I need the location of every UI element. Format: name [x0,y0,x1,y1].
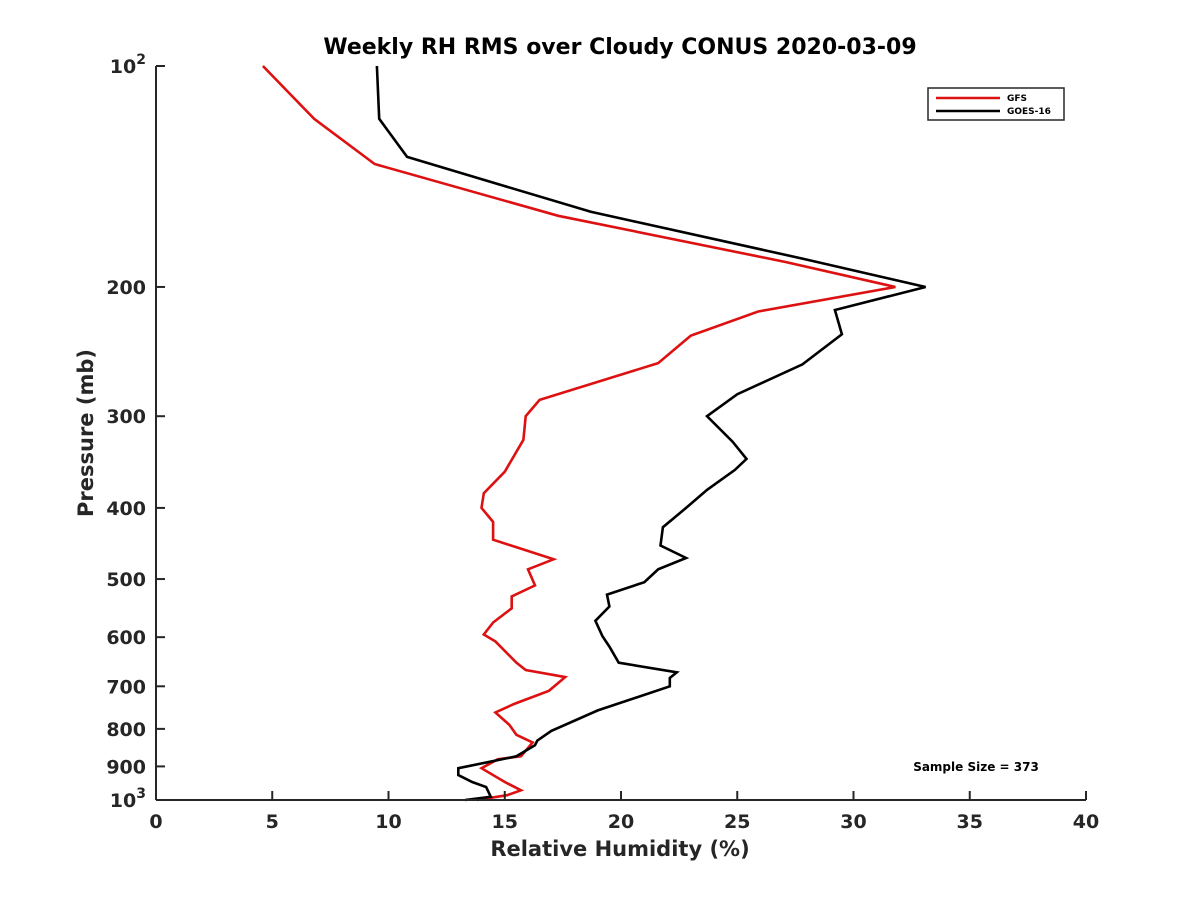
x-tick-label: 0 [149,811,162,833]
y-tick-label: 700 [106,676,146,698]
legend-gfs-label: GFS [1007,94,1027,104]
y-tick-label: 900 [106,756,146,778]
legend: GFS GOES-16 [927,87,1065,121]
sample-size-annotation: Sample Size = 373 [913,760,1039,774]
y-tick-label: 300 [106,406,146,428]
y-tick-label: 103 [110,786,146,812]
chart-title: Weekly RH RMS over Cloudy CONUS 2020-03-… [323,35,916,60]
y-tick-label: 102 [110,52,146,78]
x-axis-label: Relative Humidity (%) [490,837,749,861]
y-tick-label: 200 [106,277,146,299]
y-axis-label: Pressure (mb) [74,349,98,517]
x-tick-label: 5 [266,811,279,833]
plot-lines [261,65,926,802]
x-tick-label: 25 [724,811,750,833]
x-tick-label: 15 [492,811,518,833]
y-axis-ticks: 102 200 300 400 500 600 700 800 900 103 [106,52,165,812]
y-tick-label: 600 [106,627,146,649]
x-tick-label: 20 [608,811,634,833]
x-tick-label: 10 [375,811,401,833]
x-tick-label: 35 [957,811,983,833]
series-line-goes-16 [375,65,926,802]
y-tick-label: 800 [106,719,146,741]
series-line-gfs [261,65,896,802]
x-tick-label: 40 [1073,811,1099,833]
legend-box [927,87,1065,121]
x-tick-label: 30 [840,811,866,833]
y-tick-label: 500 [106,569,146,591]
x-axis-ticks: 0 5 10 15 20 25 30 35 40 [149,791,1099,833]
y-tick-label: 400 [106,498,146,520]
legend-goes16-label: GOES-16 [1007,107,1051,117]
